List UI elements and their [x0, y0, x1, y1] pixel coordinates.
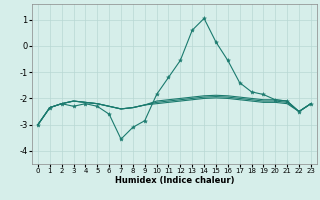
X-axis label: Humidex (Indice chaleur): Humidex (Indice chaleur)	[115, 176, 234, 185]
